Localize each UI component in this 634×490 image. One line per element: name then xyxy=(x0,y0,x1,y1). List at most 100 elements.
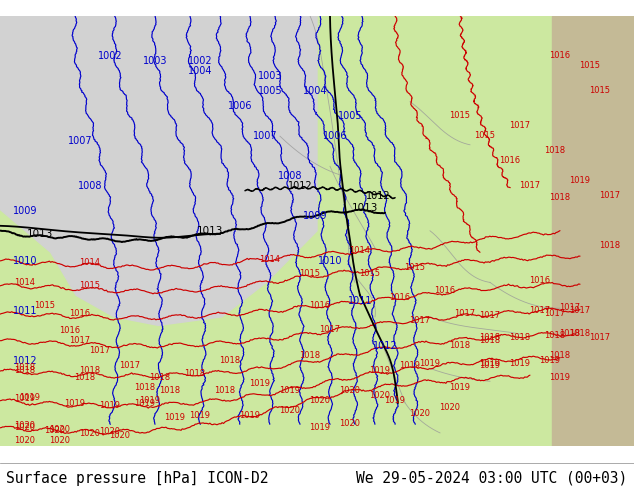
Text: 1002: 1002 xyxy=(98,51,122,61)
Text: 1018: 1018 xyxy=(545,147,566,155)
Text: 1004: 1004 xyxy=(303,86,327,96)
Text: 1020: 1020 xyxy=(339,419,361,428)
Text: 1017: 1017 xyxy=(70,336,91,345)
Text: Surface pressure [hPa] ICON-D2: Surface pressure [hPa] ICON-D2 xyxy=(6,470,269,486)
Bar xyxy=(552,16,634,446)
Text: 1007: 1007 xyxy=(253,131,277,141)
Text: 1020: 1020 xyxy=(100,427,120,436)
Text: 1019: 1019 xyxy=(399,361,420,370)
Text: 1020: 1020 xyxy=(15,423,36,432)
Text: 1018: 1018 xyxy=(479,333,501,343)
Text: 1019: 1019 xyxy=(569,176,590,185)
Text: 1020: 1020 xyxy=(280,406,301,416)
Text: 1020: 1020 xyxy=(44,426,65,435)
Text: 1016: 1016 xyxy=(309,301,330,310)
Text: 1014: 1014 xyxy=(259,255,280,264)
Text: 1019: 1019 xyxy=(450,383,470,392)
Text: 1017: 1017 xyxy=(410,316,430,325)
Text: 1010: 1010 xyxy=(318,256,342,266)
Text: 1019: 1019 xyxy=(164,413,186,422)
Text: 1019: 1019 xyxy=(65,399,86,408)
Text: 1018: 1018 xyxy=(550,193,571,202)
Text: 1016: 1016 xyxy=(70,309,91,318)
Text: 1020: 1020 xyxy=(15,421,36,430)
Text: 1018: 1018 xyxy=(214,386,236,395)
Text: 1017: 1017 xyxy=(519,181,541,190)
Text: 1006: 1006 xyxy=(228,101,252,111)
Text: 1019: 1019 xyxy=(370,367,391,375)
Text: 1016: 1016 xyxy=(60,326,81,335)
Text: 1013: 1013 xyxy=(27,229,53,239)
Text: 1011: 1011 xyxy=(13,306,37,316)
Text: 1020: 1020 xyxy=(110,431,131,441)
Polygon shape xyxy=(0,16,317,325)
Text: 1018: 1018 xyxy=(550,351,571,360)
Text: 1007: 1007 xyxy=(68,136,93,146)
Text: 1020: 1020 xyxy=(339,386,361,395)
Text: 1016: 1016 xyxy=(529,276,550,285)
Text: 1002: 1002 xyxy=(188,56,212,66)
Text: 1019: 1019 xyxy=(479,361,500,370)
Text: 1015: 1015 xyxy=(450,111,470,120)
Text: 1019: 1019 xyxy=(479,359,500,368)
Text: 1005: 1005 xyxy=(338,111,362,121)
Text: 1018: 1018 xyxy=(79,367,101,375)
Text: 1015: 1015 xyxy=(299,270,321,278)
Text: 1015: 1015 xyxy=(579,61,600,70)
Text: 1013: 1013 xyxy=(197,226,223,236)
Text: 1019: 1019 xyxy=(250,379,271,388)
Text: 1020: 1020 xyxy=(410,409,430,418)
Text: 1018: 1018 xyxy=(184,369,205,378)
Text: 1018: 1018 xyxy=(479,336,501,345)
Text: 1016: 1016 xyxy=(500,156,521,165)
Text: 1020: 1020 xyxy=(49,425,70,434)
Text: 1013: 1013 xyxy=(352,203,378,213)
Text: 1012: 1012 xyxy=(366,191,391,201)
Text: 1018: 1018 xyxy=(299,351,321,360)
Text: 1014: 1014 xyxy=(79,258,101,267)
Text: 1016: 1016 xyxy=(550,51,571,60)
Text: 1005: 1005 xyxy=(257,86,282,96)
Text: 1019: 1019 xyxy=(510,359,531,368)
Text: 1018: 1018 xyxy=(15,363,36,372)
Text: 1017: 1017 xyxy=(455,309,476,318)
Text: 1015: 1015 xyxy=(79,281,101,290)
Text: 1014: 1014 xyxy=(15,278,36,287)
Text: 1003: 1003 xyxy=(143,56,167,66)
Text: 1009: 1009 xyxy=(303,211,327,221)
Text: 1018: 1018 xyxy=(159,386,181,395)
Text: 1019: 1019 xyxy=(384,396,406,405)
Text: 1018: 1018 xyxy=(219,356,240,365)
Text: 1017: 1017 xyxy=(590,333,611,343)
Text: 1012: 1012 xyxy=(13,356,37,366)
Text: 1019: 1019 xyxy=(15,394,36,403)
Text: 1018: 1018 xyxy=(510,333,531,343)
Text: 1018: 1018 xyxy=(599,241,621,250)
Text: 1003: 1003 xyxy=(258,71,282,81)
Text: 1019: 1019 xyxy=(20,393,41,402)
Text: 1018: 1018 xyxy=(15,367,36,375)
Text: 1018: 1018 xyxy=(545,331,566,340)
Text: 1016: 1016 xyxy=(389,294,411,302)
Text: 1018: 1018 xyxy=(559,329,581,338)
Text: 1010: 1010 xyxy=(13,256,37,266)
Text: 1018: 1018 xyxy=(134,383,155,392)
Text: 1020: 1020 xyxy=(15,436,36,445)
Text: 1019: 1019 xyxy=(309,423,330,432)
Text: 1018: 1018 xyxy=(150,373,171,382)
Text: 1015: 1015 xyxy=(474,131,496,140)
Text: 1017: 1017 xyxy=(569,306,590,315)
Text: 1019: 1019 xyxy=(280,386,301,395)
Text: 1012: 1012 xyxy=(373,341,398,351)
Text: 1017: 1017 xyxy=(559,303,581,312)
Text: 1015: 1015 xyxy=(359,270,380,278)
Text: 1008: 1008 xyxy=(278,171,302,181)
Text: 1019: 1019 xyxy=(134,399,155,408)
Text: 1020: 1020 xyxy=(309,396,330,405)
Text: 1019: 1019 xyxy=(100,401,120,410)
Text: 1017: 1017 xyxy=(320,325,340,334)
Text: 1015: 1015 xyxy=(404,263,425,272)
Text: 1017: 1017 xyxy=(545,309,566,318)
Text: 1017: 1017 xyxy=(89,346,110,355)
Text: 1017: 1017 xyxy=(529,306,550,315)
